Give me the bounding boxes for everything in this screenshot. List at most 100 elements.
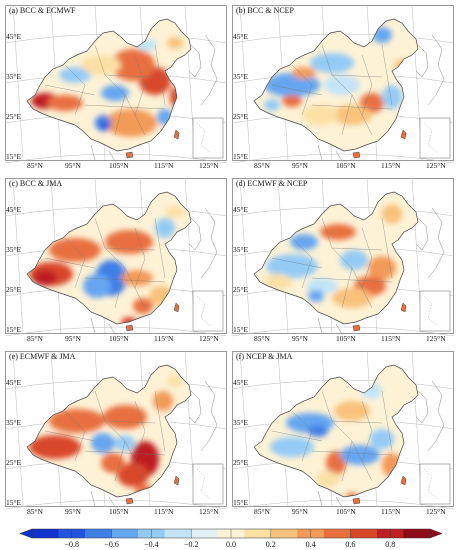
longitude-line (12, 5, 24, 161)
correlation-blob (155, 218, 175, 238)
correlation-blob (340, 445, 380, 465)
japan-coast (427, 380, 445, 452)
map-panel-f: (f) NCEP & JMA 45°E 35°E 25°E 15°E 85°N 95°N 1… (232, 351, 454, 519)
taiwan (400, 475, 407, 486)
longitude-label: 115°N (154, 507, 174, 516)
map-svg (5, 351, 227, 510)
longitude-label: 105°N (109, 334, 129, 343)
latitude-line (5, 153, 227, 164)
colorbar-swatch (244, 529, 271, 538)
correlation-blob (83, 274, 111, 298)
correlation-blob (121, 270, 153, 286)
correlation-blob (29, 435, 81, 459)
longitude-label: 115°N (154, 161, 174, 170)
latitude-line (232, 326, 454, 337)
correlation-blob (153, 391, 173, 411)
longitude-label: 105°N (336, 507, 356, 516)
correlation-blob (33, 270, 57, 286)
map-panel-a: (a) BCC & ECMWF 45°E 35°E 25°E 15°E 85°N 95°N… (5, 5, 227, 173)
indochina-coast (317, 490, 353, 508)
map-panel-d: (d) ECMWF & NCEP 45°E 35°E 25°E 15°E 85°N 95°… (232, 178, 454, 346)
correlation-blob (382, 85, 402, 109)
colorbar-tick-label: 0.0 (226, 540, 236, 549)
correlation-blob (167, 37, 183, 49)
correlation-blob (117, 463, 149, 487)
colorbar-swatch (191, 529, 218, 538)
latitude-label: 15°E (233, 152, 249, 161)
longitude-label: 115°N (154, 334, 174, 343)
latitude-label: 45°E (233, 32, 249, 41)
indochina-coast (90, 317, 126, 335)
hainan (125, 324, 134, 332)
correlation-blob (264, 274, 292, 290)
japan-coast (200, 34, 218, 106)
neighbor-coastlines (317, 34, 445, 162)
longitude-label: 125°N (199, 334, 219, 343)
latitude-label: 35°E (233, 245, 249, 254)
longitude-line (239, 351, 251, 507)
latitude-label: 15°E (6, 498, 22, 507)
panel-title: (a) BCC & ECMWF (9, 6, 76, 15)
taiwan (173, 129, 180, 140)
latitude-line (232, 153, 454, 164)
correlation-blob (334, 401, 370, 421)
correlation-blob (81, 55, 121, 75)
correlation-blob (306, 278, 338, 294)
correlation-blob (115, 435, 135, 451)
latitude-label: 15°E (6, 325, 22, 334)
panel-title: (b) BCC & NCEP (236, 6, 295, 15)
latitude-label: 25°E (6, 112, 22, 121)
south-china-sea-inset (192, 117, 224, 159)
hainan (352, 497, 361, 505)
longitude-line (12, 351, 24, 507)
south-china-sea-inset (419, 290, 451, 332)
hainan (125, 151, 134, 159)
correlation-blob (290, 234, 318, 250)
province-boundaries (271, 390, 393, 482)
colorbar-tick-label: 0.2 (266, 540, 276, 549)
province-boundaries (44, 217, 166, 309)
korea-coast (188, 44, 202, 78)
correlation-blob (308, 425, 328, 437)
taiwan (173, 475, 180, 486)
panel-title: (c) BCC & JMA (9, 179, 63, 188)
correlation-blob (310, 53, 354, 73)
longitude-label: 105°N (109, 161, 129, 170)
correlation-blob (382, 204, 402, 224)
neighbor-coastlines (317, 207, 445, 335)
nine-dash-line (196, 468, 212, 500)
correlation-blob (270, 437, 314, 457)
colorbar-swatch (164, 529, 192, 538)
taiwan (400, 302, 407, 313)
correlation-blob (103, 405, 147, 429)
latitude-label: 45°E (6, 205, 22, 214)
map-svg (5, 5, 227, 164)
nine-dash-line (196, 122, 212, 154)
colorbar-tick-label: 0.6 (345, 540, 355, 549)
correlation-blob (101, 123, 109, 131)
panel-title: (f) NCEP & JMA (236, 352, 293, 361)
colorbar-swatch (32, 529, 59, 538)
longitude-line (239, 178, 251, 334)
latitude-label: 25°E (6, 285, 22, 294)
correlation-blob (91, 433, 115, 453)
latitude-label: 35°E (6, 418, 22, 427)
province-boundaries (44, 390, 166, 482)
longitude-label: 115°N (381, 161, 401, 170)
colorbar-min-arrow (19, 528, 33, 539)
china-border (26, 364, 192, 498)
longitude-label: 95°N (292, 507, 308, 516)
taiwan (173, 302, 180, 313)
latitude-line (232, 499, 454, 510)
colorbar-tick-label: −0.6 (104, 540, 119, 549)
indochina-coast (317, 317, 353, 335)
nine-dash-line (196, 295, 212, 327)
correlation-blob (282, 95, 302, 107)
south-china-sea-inset (419, 117, 451, 159)
correlation-blob (264, 99, 280, 111)
longitude-label: 115°N (381, 334, 401, 343)
latitude-label: 25°E (233, 285, 249, 294)
latitude-line (5, 499, 227, 510)
correlation-blob (49, 409, 105, 433)
map-svg (232, 351, 454, 510)
